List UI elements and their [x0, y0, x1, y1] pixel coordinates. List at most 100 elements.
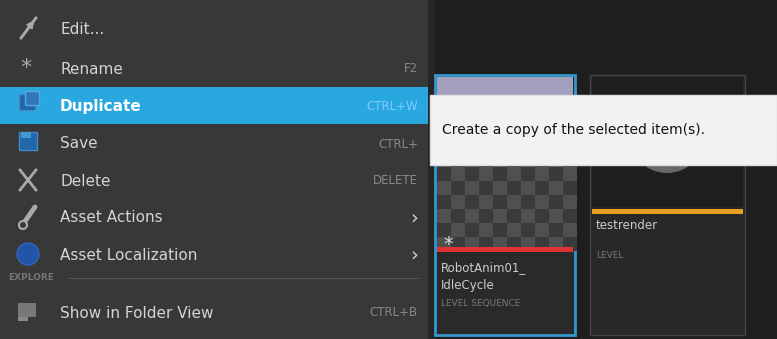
- Bar: [479, 181, 493, 195]
- Bar: [437, 247, 573, 252]
- Bar: [437, 167, 451, 181]
- Bar: [25, 91, 39, 105]
- Text: Create a copy of the selected item(s).: Create a copy of the selected item(s).: [442, 123, 705, 137]
- Bar: [19, 94, 35, 110]
- Text: Delete: Delete: [60, 174, 110, 188]
- Bar: [493, 153, 507, 167]
- Circle shape: [645, 103, 673, 131]
- Bar: [549, 153, 563, 167]
- Bar: [465, 153, 479, 167]
- Bar: [521, 237, 535, 251]
- Bar: [507, 125, 521, 139]
- Text: Asset Localization: Asset Localization: [60, 247, 197, 262]
- Bar: [451, 223, 465, 237]
- Bar: [465, 209, 479, 223]
- Bar: [549, 125, 563, 139]
- Bar: [535, 125, 549, 139]
- Bar: [465, 195, 479, 209]
- Bar: [592, 77, 743, 207]
- Bar: [535, 237, 549, 251]
- Text: CTRL+W: CTRL+W: [367, 100, 418, 113]
- Bar: [0, 0, 428, 339]
- Text: F2: F2: [404, 62, 418, 76]
- Bar: [437, 237, 451, 251]
- Bar: [479, 237, 493, 251]
- Bar: [21, 132, 31, 138]
- Bar: [563, 223, 577, 237]
- Bar: [451, 139, 465, 153]
- Bar: [549, 223, 563, 237]
- Bar: [465, 223, 479, 237]
- Bar: [465, 125, 479, 139]
- Text: EXPLORE: EXPLORE: [8, 274, 54, 282]
- Bar: [451, 125, 465, 139]
- Bar: [493, 223, 507, 237]
- Circle shape: [629, 97, 705, 173]
- Bar: [479, 195, 493, 209]
- Bar: [479, 153, 493, 167]
- Text: RobotAnim01_: RobotAnim01_: [441, 261, 526, 274]
- FancyBboxPatch shape: [430, 95, 777, 165]
- Text: Show in Folder View: Show in Folder View: [60, 305, 214, 320]
- Bar: [451, 209, 465, 223]
- Bar: [507, 153, 521, 167]
- Bar: [521, 209, 535, 223]
- Bar: [437, 125, 451, 139]
- Bar: [451, 153, 465, 167]
- Bar: [437, 209, 451, 223]
- Bar: [549, 209, 563, 223]
- Bar: [535, 139, 549, 153]
- Bar: [465, 167, 479, 181]
- Bar: [18, 303, 36, 317]
- Bar: [563, 209, 577, 223]
- Circle shape: [651, 102, 707, 158]
- Bar: [521, 223, 535, 237]
- Text: ›: ›: [410, 245, 418, 264]
- Bar: [437, 139, 451, 153]
- Bar: [521, 139, 535, 153]
- Bar: [507, 139, 521, 153]
- Bar: [563, 181, 577, 195]
- Bar: [479, 125, 493, 139]
- Bar: [507, 167, 521, 181]
- Bar: [507, 195, 521, 209]
- Bar: [479, 139, 493, 153]
- Bar: [451, 195, 465, 209]
- Bar: [465, 237, 479, 251]
- Bar: [0, 87, 428, 124]
- Text: Edit...: Edit...: [60, 21, 104, 37]
- Bar: [465, 139, 479, 153]
- Text: Asset Actions: Asset Actions: [60, 211, 162, 225]
- Bar: [451, 181, 465, 195]
- Text: CTRL+: CTRL+: [378, 138, 418, 151]
- Bar: [479, 209, 493, 223]
- Text: Save: Save: [60, 137, 98, 152]
- Bar: [592, 209, 743, 214]
- Bar: [493, 167, 507, 181]
- Circle shape: [17, 243, 39, 265]
- Bar: [479, 167, 493, 181]
- Bar: [507, 181, 521, 195]
- Bar: [535, 181, 549, 195]
- Bar: [493, 139, 507, 153]
- Bar: [549, 195, 563, 209]
- Bar: [521, 153, 535, 167]
- Bar: [563, 139, 577, 153]
- Text: LEVEL: LEVEL: [596, 251, 623, 260]
- Bar: [521, 195, 535, 209]
- Bar: [549, 237, 563, 251]
- Bar: [521, 181, 535, 195]
- Text: testrender: testrender: [596, 219, 658, 232]
- Bar: [493, 125, 507, 139]
- Text: *: *: [443, 235, 453, 254]
- Bar: [521, 167, 535, 181]
- Bar: [493, 195, 507, 209]
- Text: LEVEL SEQUENCE: LEVEL SEQUENCE: [441, 299, 521, 308]
- Text: Duplicate: Duplicate: [60, 99, 141, 114]
- Bar: [563, 167, 577, 181]
- Bar: [507, 209, 521, 223]
- Text: ›: ›: [410, 208, 418, 227]
- Bar: [535, 195, 549, 209]
- Bar: [435, 0, 777, 339]
- Bar: [563, 195, 577, 209]
